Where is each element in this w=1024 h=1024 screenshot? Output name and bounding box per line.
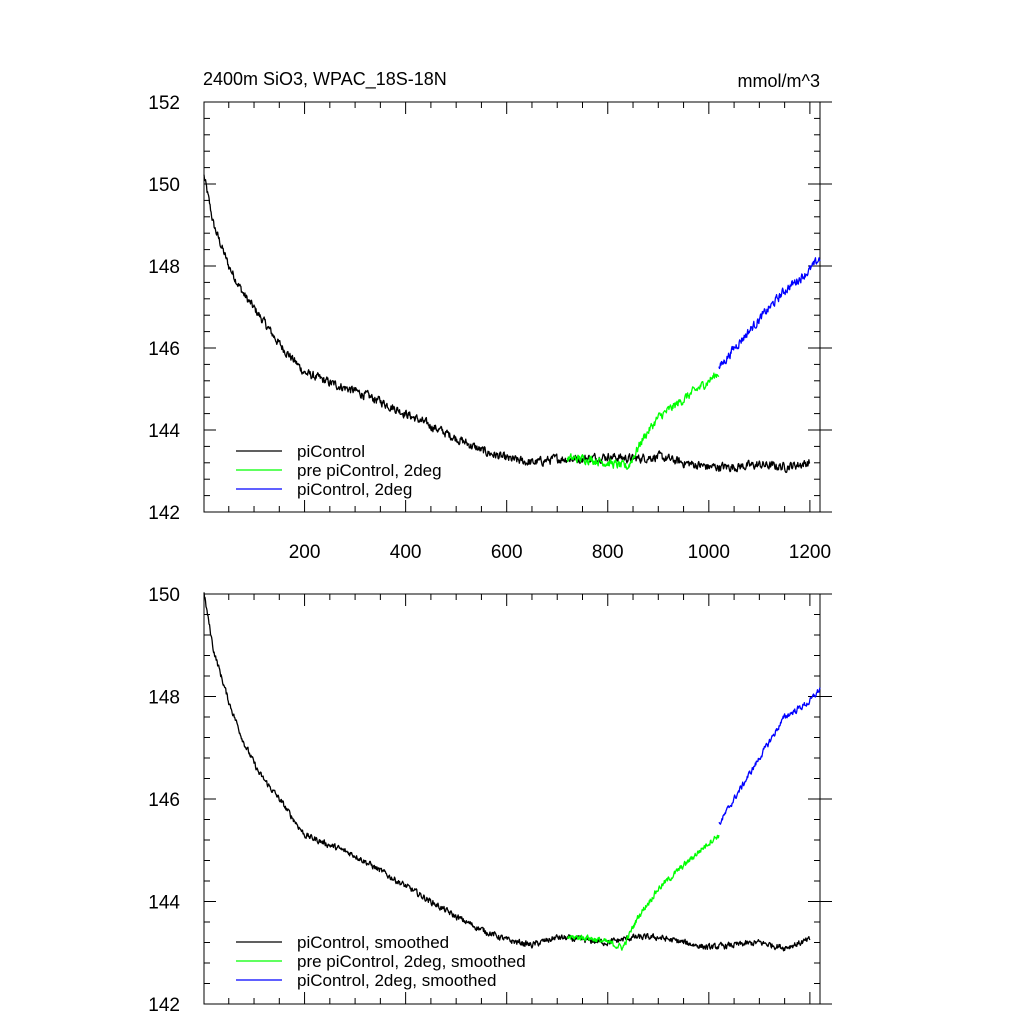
y-tick-label: 146 bbox=[148, 790, 180, 811]
y-tick-label: 142 bbox=[148, 503, 180, 524]
chart-units: mmol/m^3 bbox=[738, 71, 820, 91]
y-tick-label: 148 bbox=[148, 688, 180, 709]
series-line-1-1 bbox=[567, 834, 720, 951]
y-tick-label: 142 bbox=[148, 995, 180, 1016]
y-tick-label: 152 bbox=[148, 93, 180, 114]
legend-label: piControl, 2deg bbox=[297, 480, 412, 499]
y-tick-label: 148 bbox=[148, 257, 180, 278]
x-tick-label: 800 bbox=[592, 542, 624, 563]
y-tick-label: 150 bbox=[148, 175, 180, 196]
x-tick-label: 600 bbox=[491, 542, 523, 563]
y-tick-label: 150 bbox=[148, 585, 180, 606]
legend-label: piControl, 2deg, smoothed bbox=[297, 971, 496, 990]
series-line-0-0 bbox=[203, 174, 811, 474]
top-plot-frame bbox=[203, 101, 821, 513]
y-tick-label: 144 bbox=[148, 893, 180, 914]
series-line-1-0 bbox=[203, 592, 811, 952]
series-line-1-2 bbox=[718, 687, 821, 825]
x-tick-label: 1000 bbox=[688, 542, 730, 563]
series-line-0-2 bbox=[718, 257, 821, 370]
x-tick-label: 400 bbox=[390, 542, 422, 563]
series-layer bbox=[203, 174, 821, 952]
x-tick-label: 1200 bbox=[789, 542, 831, 563]
chart-title: 2400m SiO3, WPAC_18S-18N bbox=[203, 69, 447, 90]
legend-label: piControl bbox=[297, 442, 365, 461]
y-tick-label: 146 bbox=[148, 339, 180, 360]
legend-label: pre piControl, 2deg bbox=[297, 461, 442, 480]
y-tick-label: 144 bbox=[148, 421, 180, 442]
ticks-layer: 200 400 600 800 1000 1200 142 144 146 148 150 152 14… bbox=[148, 93, 832, 1016]
x-tick-label: 200 bbox=[289, 542, 321, 563]
legend-label: pre piControl, 2deg, smoothed bbox=[297, 952, 526, 971]
series-line-0-1 bbox=[566, 372, 720, 471]
legend-label: piControl, smoothed bbox=[297, 933, 449, 952]
